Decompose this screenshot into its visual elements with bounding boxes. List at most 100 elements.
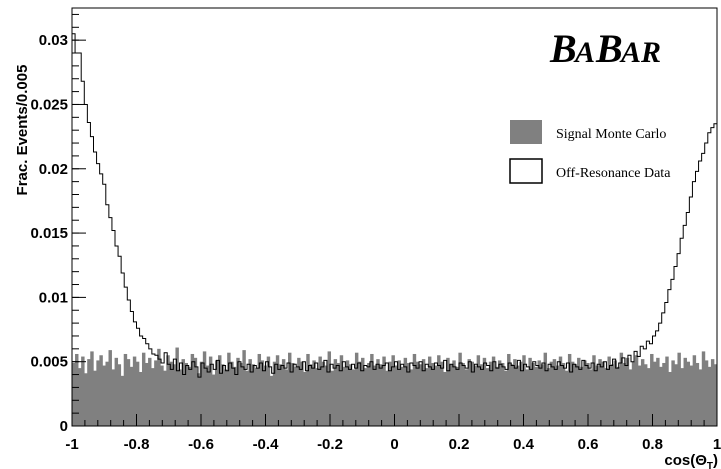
signal-bin (81, 356, 85, 426)
signal-bin (616, 366, 621, 426)
signal-bin (449, 364, 453, 426)
signal-bin (665, 356, 669, 426)
signal-bin (674, 364, 678, 426)
signal-bin (610, 364, 614, 426)
signal-bin (87, 359, 91, 426)
signal-bin (135, 361, 140, 426)
signal-bin (303, 371, 307, 426)
signal-bin (84, 373, 88, 426)
signal-bin (537, 360, 541, 426)
signal-bin (269, 375, 274, 426)
legend-swatch-signal-monte-carlo (510, 120, 542, 144)
y-tick-label: 0.015 (30, 225, 68, 242)
signal-bin (163, 370, 167, 426)
signal-bin (175, 347, 179, 426)
signal-bin (278, 364, 283, 426)
signal-bin (437, 355, 441, 426)
signal-bin (653, 361, 657, 426)
signal-bin (382, 356, 386, 426)
signal-bin (288, 352, 292, 426)
signal-bin (528, 357, 532, 426)
signal-bin (622, 362, 627, 426)
signal-bin (418, 364, 423, 426)
signal-bin (546, 368, 551, 426)
signal-bin (239, 362, 243, 426)
signal-bin (558, 356, 563, 426)
signal-bin (370, 353, 374, 426)
signal-bin (677, 352, 681, 426)
x-tick-label: 0.8 (642, 436, 663, 453)
signal-bin (531, 362, 535, 426)
signal-bin (659, 366, 663, 426)
signal-bin (190, 353, 195, 426)
signal-bin (427, 356, 432, 426)
signal-bin (126, 359, 131, 426)
signal-bin (701, 351, 706, 426)
signal-bin (117, 364, 122, 426)
signal-bin (339, 355, 344, 426)
signal-bin (202, 351, 207, 426)
legend-label-off-resonance-data: Off-Resonance Data (556, 166, 671, 181)
signal-bin (99, 355, 103, 426)
signal-bin (686, 361, 691, 426)
signal-bin (105, 361, 109, 426)
svg-text:A: A (573, 36, 595, 69)
signal-bin (272, 361, 277, 426)
signal-bin (306, 353, 310, 426)
signal-bin (452, 360, 456, 426)
signal-bin (129, 366, 134, 426)
signal-bin (208, 356, 213, 426)
signal-bin (656, 357, 660, 426)
signal-bin (619, 352, 624, 426)
signal-bin (187, 366, 192, 426)
babar-logo: B A B AR (549, 26, 661, 71)
x-tick-label: 1 (713, 436, 721, 453)
signal-bin (154, 360, 158, 426)
y-tick-label: 0.01 (39, 289, 68, 306)
signal-bin (689, 365, 694, 426)
signal-bin (364, 368, 368, 426)
signal-bin (497, 360, 502, 426)
signal-bin (680, 368, 684, 426)
signal-bin (631, 361, 636, 426)
signal-bin (710, 359, 715, 426)
signal-bin (215, 360, 219, 426)
signal-bin (519, 361, 523, 426)
signal-bin (409, 369, 414, 426)
signal-bin (476, 355, 481, 426)
signal-bin (251, 364, 255, 426)
signal-bin (570, 361, 575, 426)
signal-bin (148, 357, 152, 426)
signal-bin (123, 353, 128, 426)
signal-bin (312, 360, 316, 426)
x-tick-label: -1 (65, 436, 78, 453)
x-axis-title: cos(ΘT) (664, 452, 718, 469)
svg-text:B: B (595, 26, 623, 71)
signal-bin (388, 361, 392, 426)
x-tick-label: 0.2 (449, 436, 470, 453)
signal-bin (473, 365, 478, 426)
signal-bin (421, 359, 426, 426)
signal-bin (589, 369, 593, 426)
plot-area (71, 33, 718, 426)
x-tick-label: -0.4 (253, 436, 280, 453)
signal-bin (625, 357, 630, 426)
signal-bin (120, 375, 125, 426)
signal-bin (324, 365, 328, 426)
signal-bin (607, 356, 611, 426)
signal-bin (494, 366, 499, 426)
signal-bin (108, 350, 112, 426)
signal-bin (357, 361, 362, 426)
signal-bin (643, 364, 648, 426)
signal-bin (637, 365, 642, 426)
signal-bin (236, 357, 240, 426)
signal-bin (184, 362, 189, 426)
signal-bin (245, 370, 249, 426)
signal-bin (227, 352, 231, 426)
signal-bin (400, 366, 405, 426)
signal-bin (275, 355, 280, 426)
signal-bin (543, 352, 548, 426)
y-tick-label: 0.005 (30, 354, 68, 371)
signal-bin (552, 359, 557, 426)
